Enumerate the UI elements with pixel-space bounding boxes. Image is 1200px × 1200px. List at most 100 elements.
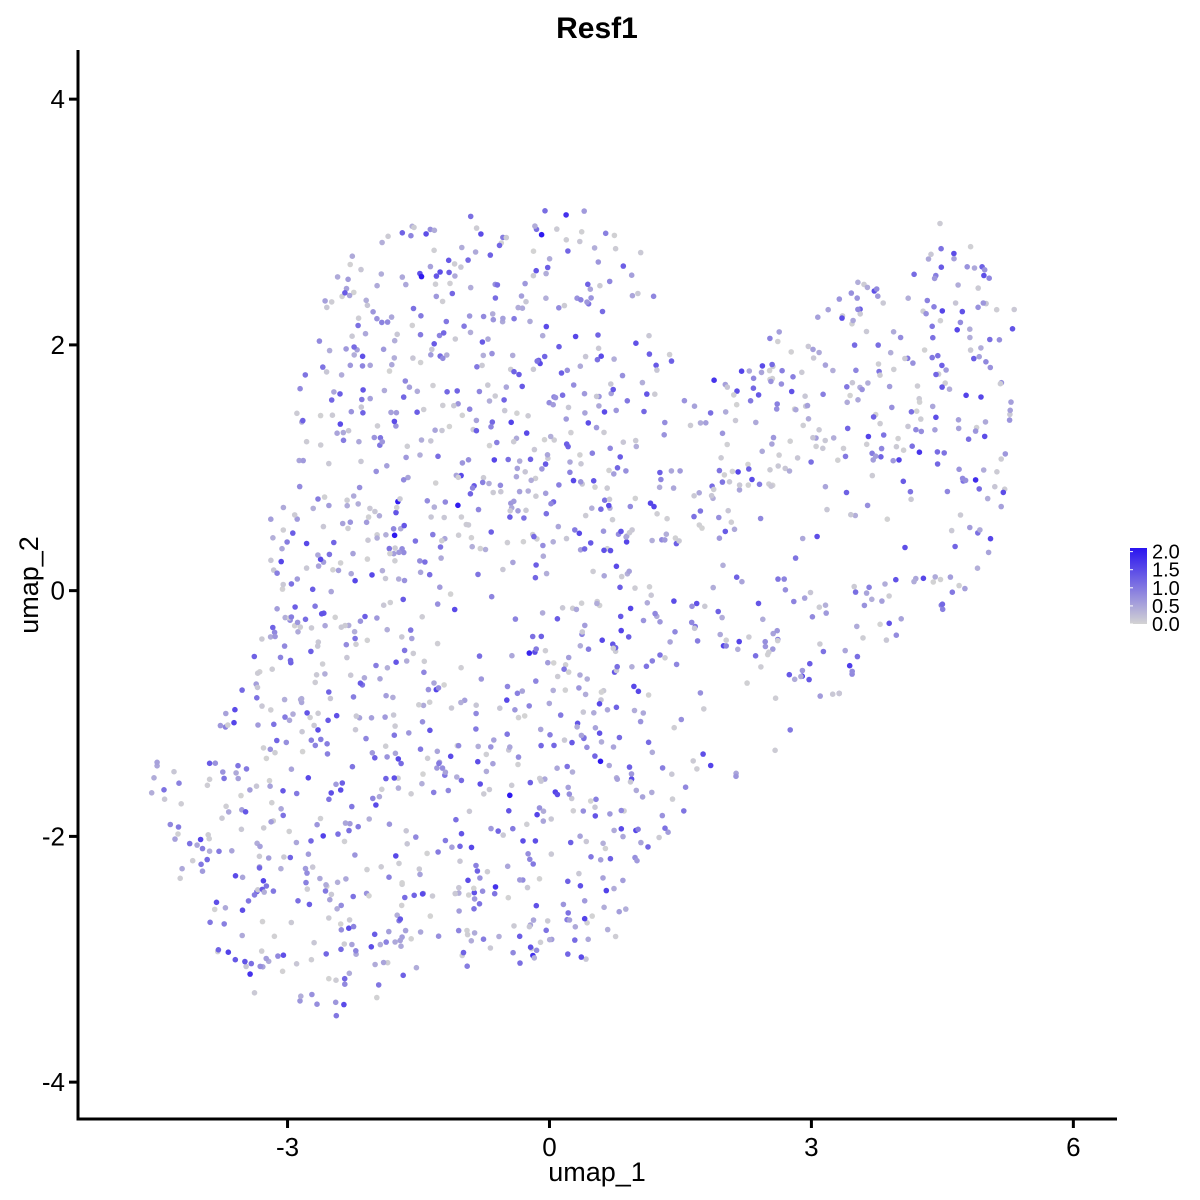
cell-point: [491, 457, 498, 463]
cell-point: [504, 539, 511, 546]
cell-point: [447, 280, 453, 287]
cell-point: [525, 413, 531, 419]
cell-point: [294, 516, 301, 522]
cell-point: [436, 332, 443, 339]
legend-label: 0.5: [1152, 596, 1180, 618]
cell-point: [347, 672, 354, 678]
cell-point: [347, 261, 354, 268]
cell-point: [458, 514, 465, 520]
cell-point: [546, 255, 553, 262]
cell-point: [455, 927, 462, 934]
cell-point: [507, 514, 513, 520]
cell-point: [606, 762, 612, 769]
cell-point: [286, 828, 293, 835]
cell-point: [533, 646, 539, 652]
cell-point: [863, 328, 870, 335]
cell-point: [347, 519, 354, 525]
cell-point: [391, 532, 398, 539]
cell-point: [304, 870, 310, 876]
cell-point: [719, 430, 726, 437]
cell-point: [533, 493, 539, 500]
cell-point: [235, 762, 241, 769]
cell-point: [365, 514, 372, 520]
cell-point: [256, 865, 263, 871]
cell-point: [799, 667, 806, 674]
cell-point: [341, 838, 348, 845]
cell-point: [435, 685, 442, 691]
cell-point: [308, 838, 314, 844]
cell-point: [967, 243, 974, 250]
cell-point: [386, 874, 392, 880]
cell-point: [440, 402, 446, 409]
cell-point: [920, 575, 927, 582]
cell-point: [468, 534, 475, 541]
cell-point: [400, 477, 407, 483]
cell-point: [542, 490, 549, 497]
cell-point: [337, 787, 344, 793]
cell-point: [414, 409, 420, 416]
cell-point: [981, 267, 988, 273]
cell-point: [326, 689, 332, 695]
cell-point: [544, 452, 551, 458]
cell-point: [585, 936, 591, 943]
cell-point: [635, 826, 641, 833]
cell-point: [258, 948, 265, 954]
cell-point: [566, 791, 573, 797]
cell-point: [916, 449, 923, 456]
cell-point: [393, 423, 399, 429]
cell-point: [296, 457, 303, 464]
cell-point: [580, 808, 587, 814]
cell-point: [854, 653, 861, 660]
cell-point: [1002, 451, 1009, 457]
cell-point: [568, 429, 574, 436]
cell-point: [371, 931, 378, 938]
cell-point: [597, 857, 604, 863]
cell-point: [745, 482, 752, 488]
cell-point: [976, 353, 982, 360]
cell-point: [488, 529, 495, 535]
cell-point: [595, 332, 601, 338]
cell-point: [530, 917, 537, 923]
cell-point: [350, 923, 357, 930]
cell-point: [303, 540, 310, 547]
cell-point: [279, 586, 286, 592]
cell-point: [280, 788, 286, 794]
cell-point: [624, 398, 631, 404]
cell-point: [471, 906, 477, 912]
cell-point: [312, 603, 318, 609]
cell-point: [520, 538, 527, 545]
cell-point: [349, 941, 355, 948]
cell-point: [274, 737, 280, 744]
cell-point: [527, 944, 534, 950]
cell-point: [344, 654, 350, 661]
cell-point: [538, 742, 544, 749]
cell-point: [716, 467, 723, 474]
cell-point: [238, 792, 244, 799]
cell-point: [255, 722, 261, 728]
cell-point: [980, 300, 987, 306]
cell-point: [584, 676, 590, 682]
cell-point: [418, 437, 425, 443]
cell-point: [442, 769, 449, 775]
cell-point: [647, 500, 654, 507]
cell-point: [272, 633, 278, 640]
cell-point: [910, 360, 916, 366]
cell-point: [534, 811, 540, 818]
cell-point: [644, 600, 651, 606]
cell-point: [734, 388, 740, 394]
cell-point: [467, 329, 474, 336]
cell-point: [908, 409, 915, 415]
cell-point: [323, 951, 330, 957]
cell-point: [635, 290, 641, 297]
cell-point: [956, 582, 962, 589]
cell-point: [967, 524, 973, 531]
cell-point: [590, 568, 596, 575]
cell-point: [372, 508, 378, 515]
cell-point: [717, 631, 723, 638]
cell-point: [171, 768, 177, 775]
cell-point: [767, 335, 773, 342]
y-tick-label: -2: [42, 821, 65, 851]
cell-point: [584, 299, 590, 305]
cell-point: [775, 463, 781, 469]
cell-point: [509, 352, 516, 359]
